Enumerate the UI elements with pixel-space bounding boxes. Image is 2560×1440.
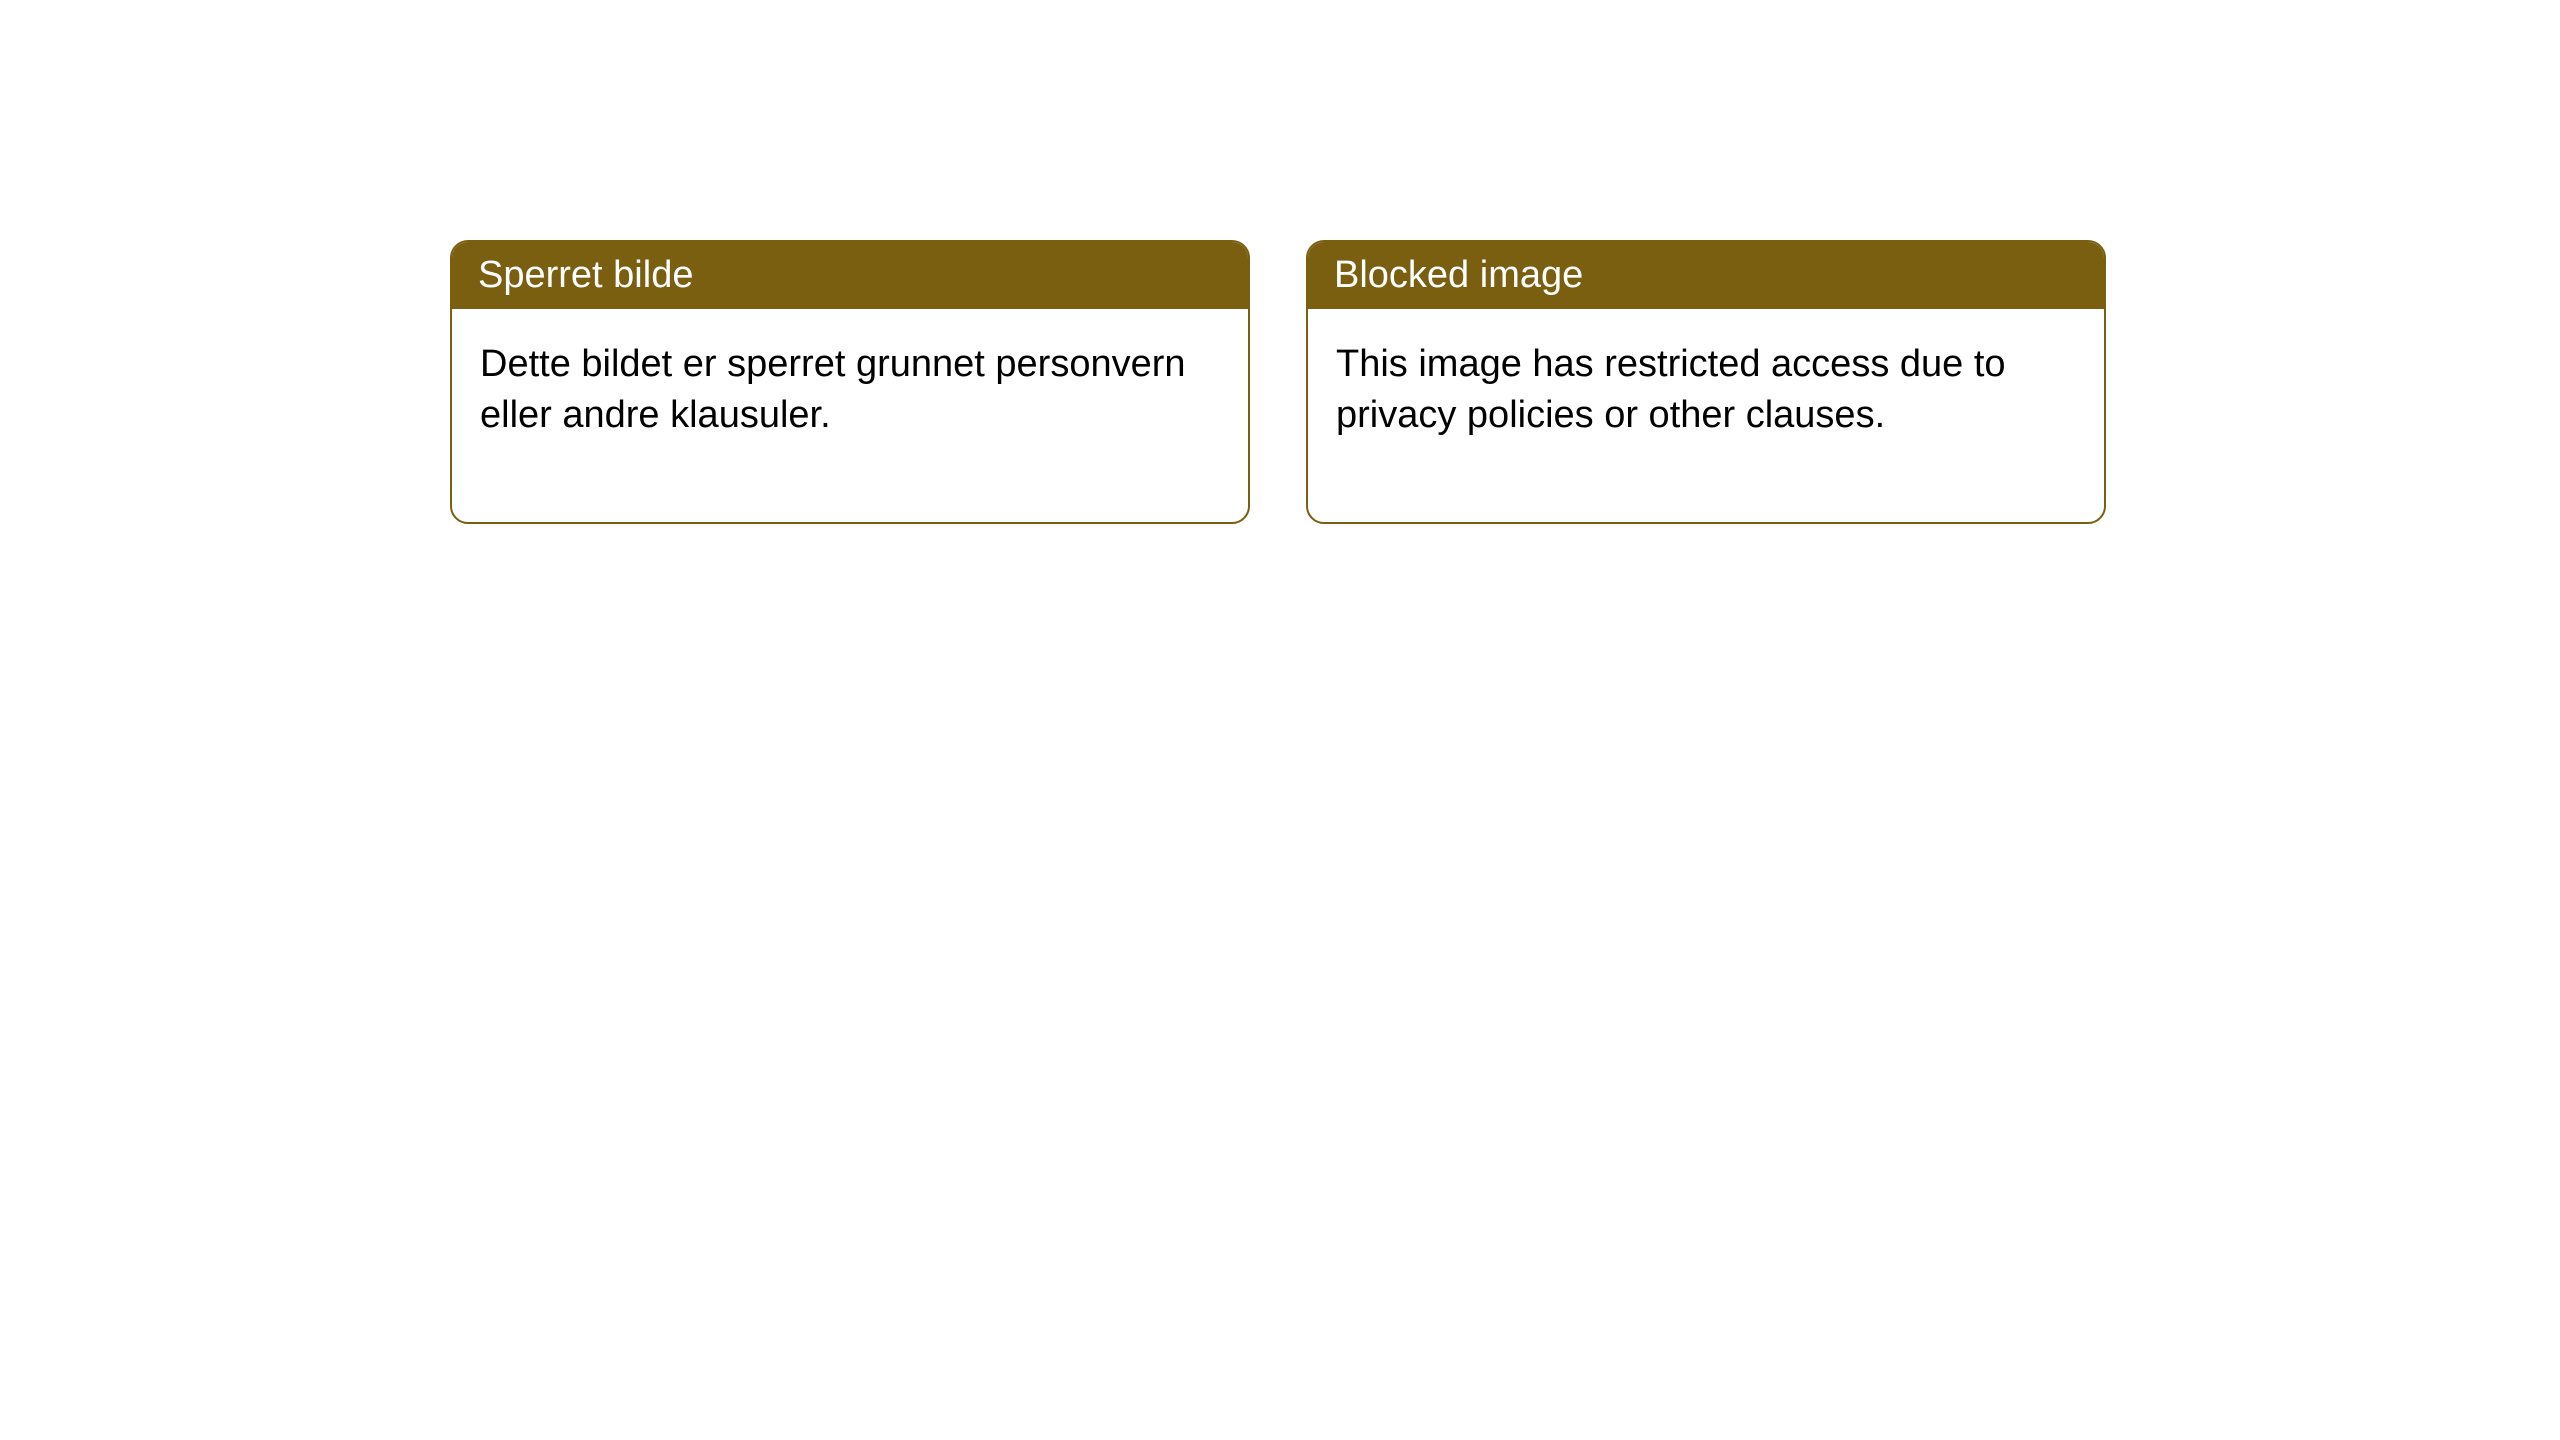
card-body-text: This image has restricted access due to … [1336, 343, 2006, 436]
cards-container: Sperret bilde Dette bildet er sperret gr… [450, 240, 2560, 524]
card-title: Sperret bilde [478, 254, 693, 296]
card-title: Blocked image [1334, 254, 1583, 296]
card-body-text: Dette bildet er sperret grunnet personve… [480, 343, 1186, 436]
card-body: This image has restricted access due to … [1308, 309, 2104, 522]
card-header: Sperret bilde [452, 242, 1248, 309]
card-header: Blocked image [1308, 242, 2104, 309]
card-body: Dette bildet er sperret grunnet personve… [452, 309, 1248, 522]
blocked-image-card-en: Blocked image This image has restricted … [1306, 240, 2106, 524]
blocked-image-card-no: Sperret bilde Dette bildet er sperret gr… [450, 240, 1250, 524]
